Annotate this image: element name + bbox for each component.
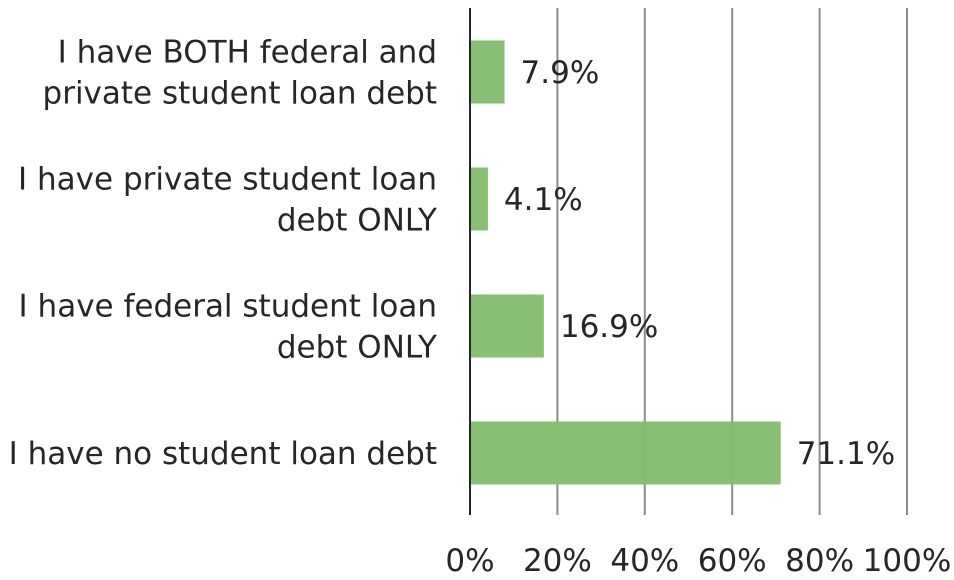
- data-label-1: 4.1%: [504, 182, 583, 218]
- category-label-1: I have private student loan debt ONLY: [18, 162, 437, 239]
- x-tick-label-40: 40%: [610, 543, 679, 579]
- bar-0: [470, 40, 505, 104]
- data-label-3: 71.1%: [797, 436, 895, 472]
- category-labels: I have BOTH federal and private student l…: [9, 35, 437, 473]
- data-labels: 7.9% 4.1% 16.9% 71.1%: [504, 55, 895, 472]
- x-tick-labels: 0% 20% 40% 60% 80% 100%: [445, 543, 951, 579]
- data-label-0: 7.9%: [521, 55, 600, 91]
- category-label-line: I have federal student loan: [19, 289, 437, 325]
- bar-3: [470, 421, 781, 485]
- category-label-line: debt ONLY: [277, 330, 437, 366]
- x-tick-label-100: 100%: [863, 543, 952, 579]
- category-label-2: I have federal student loan debt ONLY: [19, 289, 438, 366]
- category-label-3: I have no student loan debt: [9, 436, 437, 472]
- bar-1: [470, 167, 488, 231]
- x-tick-label-20: 20%: [523, 543, 592, 579]
- category-label-line: I have BOTH federal and: [58, 35, 437, 71]
- category-label-line: I have private student loan: [18, 162, 437, 198]
- x-tick-label-80: 80%: [785, 543, 854, 579]
- x-tick-label-0: 0%: [445, 543, 494, 579]
- x-tick-label-60: 60%: [698, 543, 767, 579]
- data-label-2: 16.9%: [560, 309, 658, 345]
- category-label-0: I have BOTH federal and private student l…: [43, 35, 437, 112]
- category-label-line: debt ONLY: [277, 203, 437, 239]
- category-label-line: private student loan debt: [43, 76, 437, 112]
- category-label-line: I have no student loan debt: [9, 436, 437, 472]
- bar-2: [470, 294, 544, 358]
- bars: [470, 40, 781, 485]
